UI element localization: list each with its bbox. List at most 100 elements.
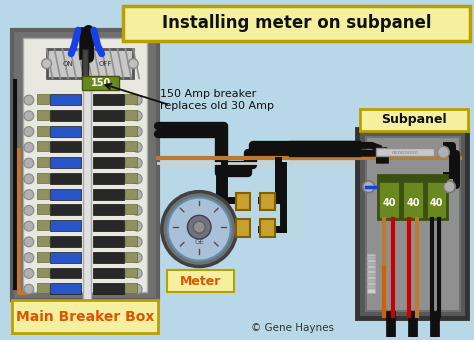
Bar bbox=[367, 279, 374, 283]
Circle shape bbox=[24, 111, 34, 121]
Bar bbox=[49, 268, 81, 278]
Text: Installing meter on subpanel: Installing meter on subpanel bbox=[162, 14, 431, 32]
Bar bbox=[403, 176, 423, 182]
Circle shape bbox=[24, 95, 34, 105]
Circle shape bbox=[132, 127, 142, 137]
Bar bbox=[125, 220, 137, 230]
Bar bbox=[236, 193, 250, 210]
Bar bbox=[49, 189, 81, 200]
Bar bbox=[93, 141, 124, 152]
Bar bbox=[125, 126, 137, 136]
Bar bbox=[93, 157, 124, 168]
Text: Subpanel: Subpanel bbox=[381, 113, 447, 126]
Text: © Gene Haynes: © Gene Haynes bbox=[251, 323, 334, 333]
Bar bbox=[93, 252, 124, 262]
Bar bbox=[36, 94, 48, 104]
Bar bbox=[49, 252, 81, 262]
Circle shape bbox=[132, 221, 142, 231]
Text: 150: 150 bbox=[91, 78, 111, 88]
Circle shape bbox=[24, 284, 34, 294]
Text: 40: 40 bbox=[406, 198, 419, 207]
Circle shape bbox=[132, 158, 142, 168]
Bar bbox=[49, 299, 81, 310]
Bar bbox=[125, 110, 137, 120]
Bar bbox=[36, 236, 48, 246]
Bar bbox=[12, 300, 158, 334]
Bar bbox=[125, 268, 137, 277]
Bar bbox=[36, 268, 48, 277]
Circle shape bbox=[444, 181, 456, 193]
Circle shape bbox=[24, 269, 34, 278]
Text: Meter: Meter bbox=[180, 275, 221, 288]
Bar bbox=[357, 129, 467, 318]
Bar bbox=[36, 157, 48, 167]
Bar bbox=[46, 49, 133, 79]
Bar bbox=[36, 252, 48, 261]
Bar bbox=[93, 268, 124, 278]
Bar bbox=[125, 173, 137, 183]
Bar bbox=[360, 109, 468, 131]
Bar bbox=[49, 173, 81, 184]
Circle shape bbox=[187, 215, 211, 239]
Bar bbox=[367, 268, 374, 271]
Text: Main Breaker Box: Main Breaker Box bbox=[16, 310, 154, 324]
Bar bbox=[125, 141, 137, 151]
Circle shape bbox=[132, 300, 142, 310]
Bar bbox=[367, 285, 374, 289]
Circle shape bbox=[24, 127, 34, 137]
Bar bbox=[36, 283, 48, 293]
Bar bbox=[49, 220, 81, 231]
Bar bbox=[378, 175, 400, 219]
Bar bbox=[49, 283, 81, 294]
Bar bbox=[36, 110, 48, 120]
Bar bbox=[125, 299, 137, 309]
Bar bbox=[367, 256, 374, 260]
Bar bbox=[365, 137, 460, 311]
Text: 40: 40 bbox=[383, 198, 396, 207]
Bar bbox=[93, 110, 124, 121]
Bar bbox=[367, 261, 374, 266]
Bar bbox=[260, 219, 275, 237]
Text: oooooooo: oooooooo bbox=[391, 150, 418, 155]
Circle shape bbox=[24, 174, 34, 184]
Bar bbox=[93, 189, 124, 200]
Bar bbox=[167, 270, 234, 292]
Bar bbox=[427, 176, 447, 182]
Bar bbox=[125, 189, 137, 199]
Bar bbox=[82, 49, 88, 79]
Bar bbox=[49, 141, 81, 152]
Bar bbox=[426, 175, 447, 219]
Bar bbox=[125, 283, 137, 293]
Bar bbox=[93, 204, 124, 215]
Bar bbox=[36, 299, 48, 309]
Circle shape bbox=[438, 146, 449, 158]
Bar bbox=[49, 94, 81, 105]
Bar bbox=[93, 299, 124, 310]
Text: GE: GE bbox=[194, 239, 204, 245]
Text: 40: 40 bbox=[430, 198, 443, 207]
Circle shape bbox=[24, 190, 34, 200]
Bar bbox=[36, 126, 48, 136]
Circle shape bbox=[24, 253, 34, 262]
Circle shape bbox=[132, 95, 142, 105]
Circle shape bbox=[42, 59, 52, 69]
Circle shape bbox=[132, 142, 142, 152]
Bar bbox=[125, 94, 137, 104]
Circle shape bbox=[24, 221, 34, 231]
Circle shape bbox=[363, 181, 374, 193]
Circle shape bbox=[132, 253, 142, 262]
Bar bbox=[36, 220, 48, 230]
Circle shape bbox=[24, 300, 34, 310]
Bar bbox=[49, 236, 81, 247]
Bar bbox=[93, 283, 124, 294]
Text: ON: ON bbox=[63, 61, 73, 67]
Bar bbox=[82, 76, 119, 90]
Bar bbox=[125, 204, 137, 214]
Bar bbox=[23, 38, 147, 292]
Circle shape bbox=[132, 284, 142, 294]
Circle shape bbox=[132, 237, 142, 247]
Bar bbox=[125, 252, 137, 261]
Bar bbox=[49, 157, 81, 168]
Bar bbox=[49, 110, 81, 121]
Bar bbox=[93, 94, 124, 105]
